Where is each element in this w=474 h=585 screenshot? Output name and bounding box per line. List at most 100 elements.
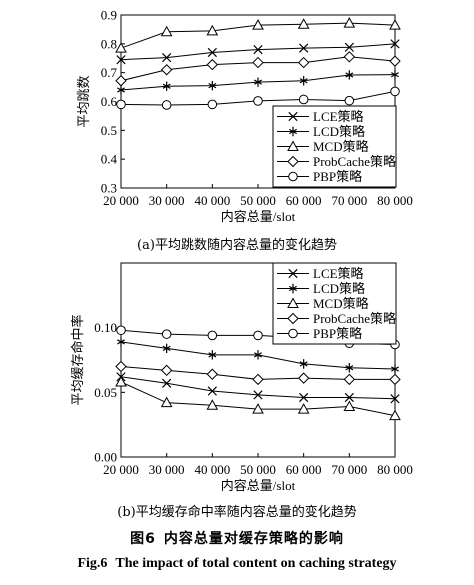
data-point (389, 19, 401, 30)
legend-marker (287, 297, 299, 308)
y-tick-label: 0.3 (101, 181, 117, 196)
data-point (115, 75, 127, 87)
y-tick-label: 0.6 (101, 94, 118, 109)
figure-title-cn-text: 内容总量对缓存策略的影响 (163, 531, 344, 547)
y-tick-label: 0.4 (101, 152, 118, 167)
figure-title-en: Fig.6 The impact of total content on cach… (0, 556, 474, 572)
data-point (160, 25, 173, 37)
data-point (343, 400, 356, 412)
data-point (116, 99, 126, 110)
data-point (208, 350, 217, 360)
data-point (160, 64, 173, 76)
legend-marker (288, 268, 298, 279)
legend-entry: MCD策略 (313, 139, 369, 154)
data-point (297, 56, 310, 69)
legend-marker (289, 126, 297, 137)
data-point (253, 96, 263, 106)
data-point (253, 390, 263, 400)
x-axis-label: 内容总量/slot (221, 478, 296, 493)
data-point (254, 350, 262, 360)
y-tick-label: 0.7 (101, 65, 118, 80)
data-point (161, 100, 172, 110)
data-point (297, 372, 310, 384)
data-point (207, 386, 217, 396)
data-point (252, 19, 264, 30)
x-tick-label: 30 000 (149, 193, 185, 208)
x-tick-label: 50 000 (240, 462, 276, 477)
legend-marker (288, 328, 298, 339)
data-point (390, 86, 400, 97)
data-point (254, 77, 262, 87)
data-point (162, 378, 172, 388)
data-point (207, 99, 218, 110)
data-point (389, 409, 401, 421)
x-tick-label: 30 000 (149, 462, 185, 477)
data-point (253, 330, 263, 341)
data-point (299, 43, 309, 53)
x-tick-label: 20 000 (103, 193, 139, 208)
legend-marker (288, 111, 298, 122)
legend-entry: LCD策略 (313, 281, 365, 296)
data-point (208, 80, 217, 91)
x-tick-label: 20 000 (103, 462, 139, 477)
data-point (389, 373, 401, 386)
data-point (344, 392, 354, 403)
data-point (162, 343, 171, 354)
y-tick-label: 0.9 (101, 8, 117, 23)
data-point (207, 330, 218, 341)
data-point (345, 363, 354, 373)
x-tick-label: 80 000 (377, 462, 413, 477)
x-axis-label: 内容总量/slot (221, 209, 296, 224)
legend-marker (289, 283, 297, 294)
figure-label-cn: 图6 (130, 531, 156, 547)
data-point (115, 42, 127, 53)
data-point (345, 70, 354, 80)
data-point (391, 69, 399, 80)
legend-entry: LCE策略 (313, 109, 364, 124)
data-point (160, 396, 173, 408)
data-point (299, 359, 308, 369)
legend-marker (287, 140, 299, 151)
data-point (206, 58, 219, 71)
data-point (206, 399, 219, 410)
x-tick-label: 70 000 (331, 462, 367, 477)
data-point (116, 55, 126, 65)
data-point (298, 94, 309, 105)
data-point (162, 81, 171, 91)
legend-marker (287, 312, 299, 325)
data-point (117, 85, 125, 95)
data-point (343, 373, 356, 386)
data-point (343, 51, 356, 63)
data-point (390, 394, 400, 404)
data-point (343, 17, 356, 28)
chart-a-caption: (a)平均跳数随内容总量的变化趋势 (137, 238, 337, 253)
figure-label-en: Fig.6 (77, 556, 108, 571)
y-tick-label: 0.05 (94, 385, 117, 400)
y-axis-label: 平均跳数 (76, 75, 91, 127)
data-point (389, 55, 401, 67)
data-point (253, 44, 263, 55)
x-tick-label: 40 000 (194, 193, 230, 208)
legend-entry: LCE策略 (313, 266, 364, 281)
x-tick-label: 80 000 (377, 193, 413, 208)
x-tick-label: 50 000 (240, 193, 276, 208)
data-point (115, 375, 127, 387)
data-point (252, 373, 264, 386)
x-tick-label: 60 000 (286, 193, 322, 208)
y-tick-label: 0.8 (101, 36, 117, 51)
figure-title-cn: 图6 内容总量对缓存策略的影响 (0, 528, 474, 548)
y-tick-label: 0.00 (94, 450, 117, 465)
data-point (390, 39, 400, 49)
data-point (206, 368, 219, 380)
y-tick-label: 0.10 (94, 320, 117, 335)
legend-entry: ProbCache策略 (313, 311, 396, 326)
data-point (116, 325, 126, 336)
legend-entry: MCD策略 (313, 296, 369, 311)
legend-marker (287, 155, 299, 168)
data-point (344, 42, 354, 52)
data-point (391, 364, 399, 374)
chart-a-average-hops: 0.3 0.4 0.5 0.6 0.7 0.8 0.9 20 000 30 000 40 000 5… (76, 8, 413, 225)
legend-marker (288, 171, 298, 182)
data-point (162, 53, 172, 63)
